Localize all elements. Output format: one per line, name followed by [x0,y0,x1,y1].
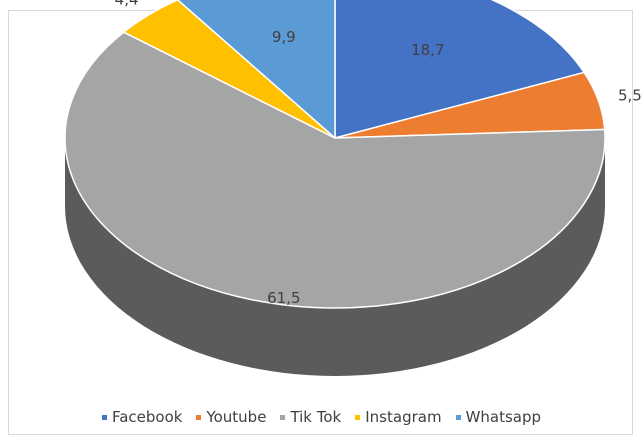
pie-slice-whatsapp [176,0,336,139]
legend-label-youtube: Youtube [206,408,267,426]
pie-slice-tik-tok [64,31,606,309]
legend-item-youtube: Youtube [196,408,266,426]
data-label-instagram: 4,4 [115,0,139,9]
legend-swatch-instagram [355,414,361,420]
pie-slice-facebook [334,0,585,139]
data-label-youtube: 5,5 [618,86,642,104]
chart-legend: Facebook Youtube Tik Tok Instagram Whatsapp [0,408,643,426]
legend-item-whatsapp: Whatsapp [455,408,542,426]
legend-item-facebook: Facebook [101,408,183,426]
legend-swatch-tik-tok [280,414,286,420]
legend-swatch-whatsapp [455,414,461,420]
data-label-tik-tok: 61,5 [267,289,300,307]
legend-item-instagram: Instagram [355,408,442,426]
pie-side-tik-tok [65,138,605,376]
data-labels: 18,7 5,5 61,5 4,4 9,9 [115,0,642,307]
legend-swatch-facebook [101,414,107,420]
data-label-facebook: 18,7 [411,41,444,59]
legend-label-tik-tok: Tik Tok [290,408,342,426]
legend-item-tik-tok: Tik Tok [280,408,341,426]
pie-3d-sides [65,138,605,376]
pie-slices [64,0,606,309]
legend-label-facebook: Facebook [111,408,183,426]
legend-label-instagram: Instagram [365,408,442,426]
data-label-whatsapp: 9,9 [272,28,296,46]
legend-label-whatsapp: Whatsapp [465,408,542,426]
pie-slice-instagram [123,0,336,139]
legend-swatch-youtube [196,414,202,420]
